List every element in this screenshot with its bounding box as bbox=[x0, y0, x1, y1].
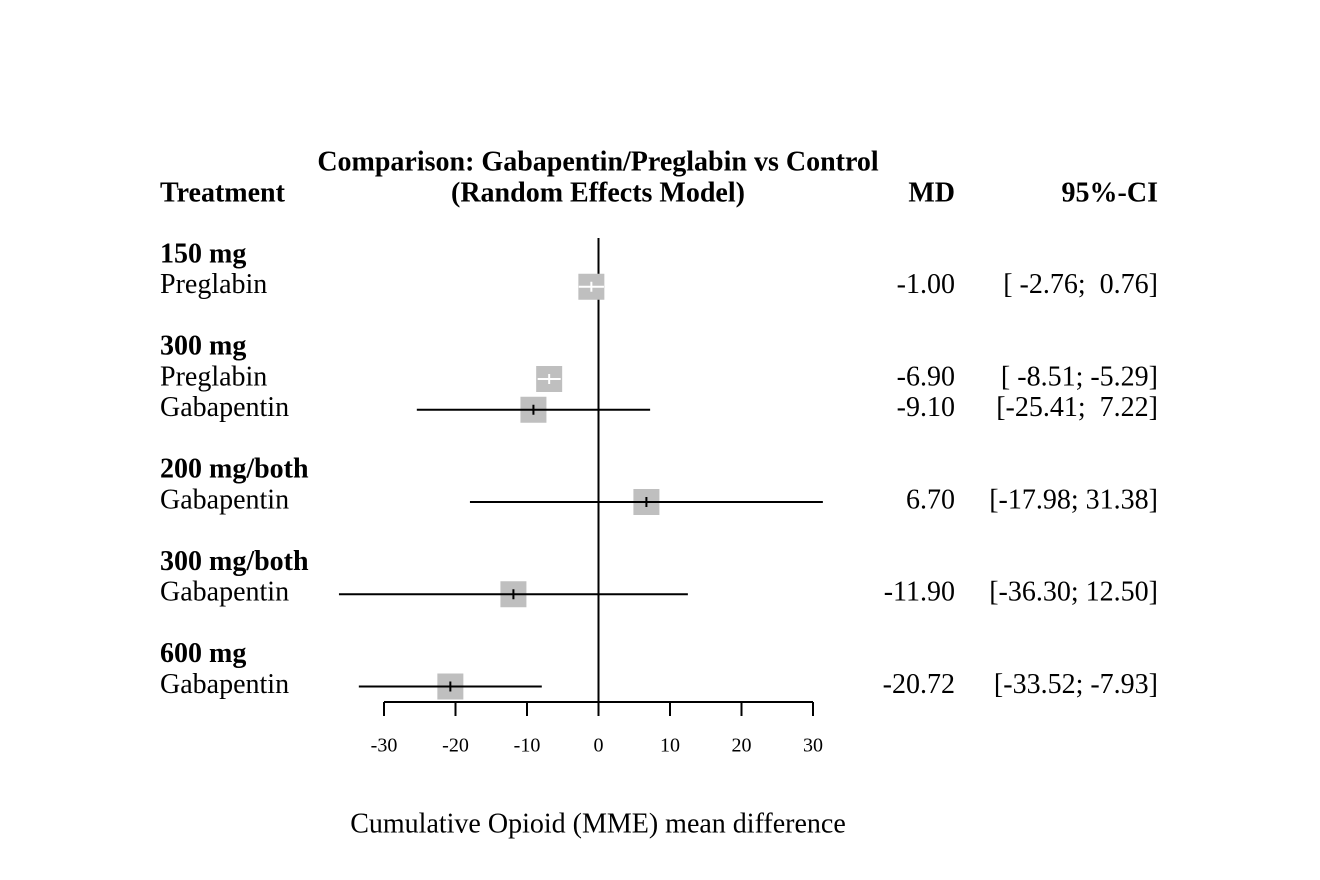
x-tick-label: -20 bbox=[442, 735, 469, 757]
x-tick-label: 10 bbox=[660, 735, 680, 757]
x-tick-label: 20 bbox=[732, 735, 752, 757]
row-label: Gabapentin bbox=[160, 484, 289, 515]
column-header: MD bbox=[908, 177, 955, 208]
group-label: 600 mg bbox=[160, 638, 246, 669]
group-label: 300 mg/both bbox=[160, 546, 309, 577]
ci-label: [-17.98; 31.38] bbox=[989, 484, 1158, 515]
md-label: -6.90 bbox=[897, 361, 955, 392]
md-label: 6.70 bbox=[906, 484, 955, 515]
md-label: -9.10 bbox=[897, 392, 955, 423]
ci-label: [ -8.51; -5.29] bbox=[1001, 361, 1158, 392]
x-tick-label: 0 bbox=[594, 735, 604, 757]
x-tick-label: -10 bbox=[514, 735, 541, 757]
ci-label: [-25.41; 7.22] bbox=[996, 392, 1158, 423]
row-label: Preglabin bbox=[160, 361, 267, 392]
ci-label: [-36.30; 12.50] bbox=[989, 577, 1158, 608]
ci-label: [ -2.76; 0.76] bbox=[1003, 269, 1158, 300]
x-tick-label: -30 bbox=[371, 735, 398, 757]
column-header: Treatment bbox=[160, 177, 286, 208]
row-label: Gabapentin bbox=[160, 577, 289, 608]
x-tick-label: 30 bbox=[803, 735, 823, 757]
row-label: Preglabin bbox=[160, 269, 267, 300]
chart-subtitle: (Random Effects Model) bbox=[451, 177, 745, 208]
group-label: 150 mg bbox=[160, 238, 246, 269]
ci-label: [-33.52; -7.93] bbox=[994, 669, 1158, 700]
md-label: -1.00 bbox=[897, 269, 955, 300]
md-label: -11.90 bbox=[884, 577, 955, 608]
column-header: 95%-CI bbox=[1062, 177, 1158, 208]
row-label: Gabapentin bbox=[160, 669, 289, 700]
chart-title: Comparison: Gabapentin/Preglabin vs Cont… bbox=[317, 146, 879, 177]
md-label: -20.72 bbox=[883, 669, 955, 700]
row-label: Gabapentin bbox=[160, 392, 289, 423]
group-label: 200 mg/both bbox=[160, 454, 309, 485]
x-axis-label: Cumulative Opioid (MME) mean difference bbox=[350, 808, 846, 839]
group-label: 300 mg bbox=[160, 331, 246, 362]
